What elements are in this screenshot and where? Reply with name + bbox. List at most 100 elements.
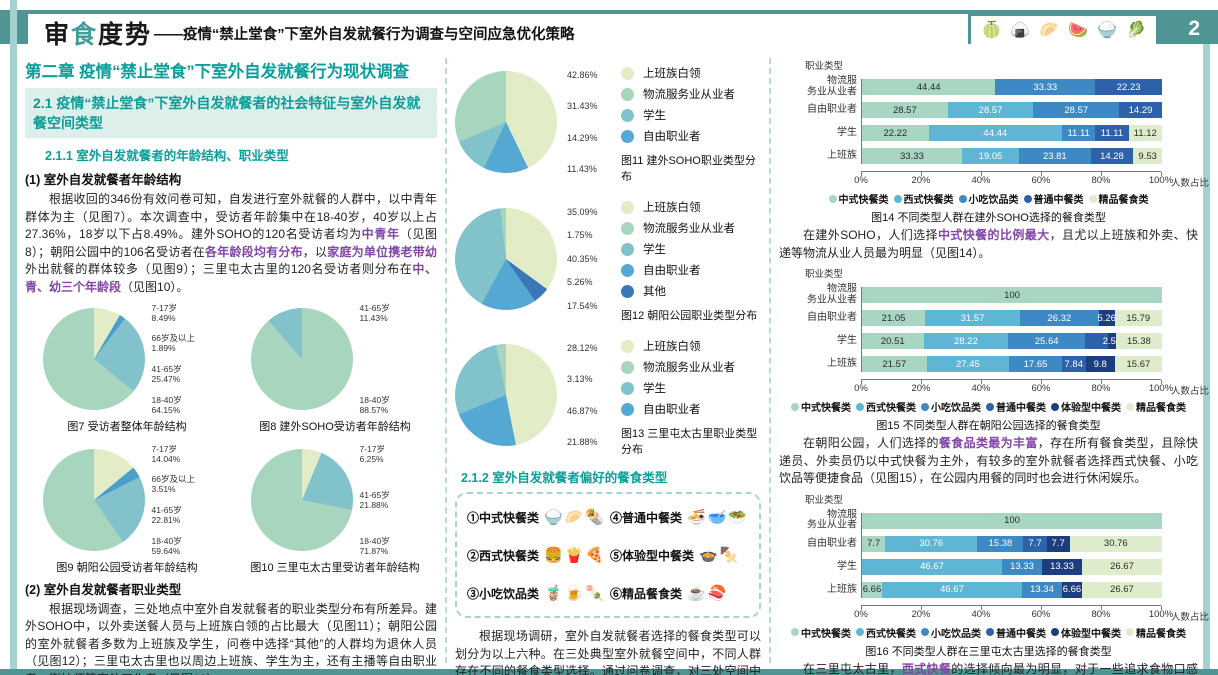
stacked-bar: 21.05 31.57 26.32 5.26 15.79: [862, 310, 1162, 327]
section-2-1-1-title: 2.1.1 室外自发就餐者的年龄结构、职业类型: [45, 149, 289, 163]
legend-dot: [1126, 402, 1134, 411]
poster-subtitle: ——疫情“禁止堂食”下室外自发就餐行为调查与空间应急优化策略: [154, 26, 575, 43]
pie-label-value: 59.64%: [151, 545, 181, 556]
legend-dot: [621, 200, 634, 214]
bar-segment: 11.11: [1061, 125, 1096, 141]
y-axis-label: 职业类型: [805, 494, 844, 506]
bar-row-label: 物流服 务业从业者: [807, 509, 857, 531]
bar-row: 上班族 6.66 46.67 13.34 6.66 26.67: [827, 581, 1162, 598]
figure-caption: 图12 朝阳公园职业类型分布: [621, 310, 758, 322]
stacked-bar: 21.57 27.45 17.65 7.84 9.8 15.67: [862, 356, 1162, 373]
bar-segment: 22.22: [862, 125, 929, 141]
bar-segment: 26.67: [1081, 558, 1162, 575]
legend-label: 学生: [643, 110, 666, 122]
part-1-title: (1) 室外自发就餐者年龄结构: [25, 173, 182, 187]
legend-dot: [791, 628, 799, 637]
figure-11: 42.86% 31.43% 14.29% 11.43% 上班族白领 物流服务业从业者 学生自…: [455, 60, 761, 184]
legend-item: 物流服务业从业者: [621, 220, 761, 236]
pie-label-value: 11.43%: [359, 312, 388, 323]
bar-segment: 21.05: [862, 310, 926, 327]
pie-percent: 28.12%: [567, 343, 598, 353]
legend-item: 上班族白领: [621, 65, 761, 81]
stacked-bar: 7.7 30.76 15.38 7.7 7.7 30.76: [862, 535, 1162, 552]
food-type-icons: 🧋🍺🍡: [544, 585, 607, 602]
bar-segment: 28.57: [1033, 102, 1120, 118]
pie-label-name: 66岁及以上: [151, 333, 195, 344]
bar-segment: 14.29: [1119, 102, 1162, 118]
pie-chart: [250, 448, 353, 551]
legend-dot: [621, 339, 634, 353]
bar-segment: 30.76: [1069, 535, 1162, 552]
bar-row: 学生 22.22 44.44 11.11 11.11 11.12: [837, 125, 1162, 141]
pie-label-name: 41-65岁: [151, 363, 182, 374]
bar-segment: 14.28: [1090, 148, 1134, 164]
stacked-bar: 33.33 19.05 23.81 14.28 9.53: [862, 148, 1162, 164]
pie-chart: [42, 448, 145, 551]
food-type-box: ①中式快餐类 🍚🥟🌯 ②西式快餐类 🍔🍟🍕 ③小吃饮品类 🧋🍺🍡 ④普通中餐类 🍜🥣🥗 ⑤体验型…: [455, 492, 761, 618]
legend-item: 自由职业者: [621, 401, 761, 417]
bar-segment: 46.67: [862, 558, 1002, 575]
legend-dot: [1126, 628, 1134, 637]
legend-label: 精品餐食类: [1136, 628, 1186, 640]
legend-dot: [621, 66, 634, 80]
figure-12: 35.09% 1.75% 40.35% 5.26% 17.54% 上班族白领 物流服务业从业…: [455, 194, 761, 323]
bar-row: 自由职业者 7.7 30.76 15.38 7.7 7.7 30.76: [807, 535, 1162, 552]
legend-label: 上班族白领: [643, 68, 701, 80]
pie-label: 41-65岁 25.47%: [152, 364, 212, 384]
bar-segment: 28.57: [947, 102, 1034, 118]
legend-dot: [621, 87, 634, 101]
legend-label: 学生: [643, 383, 666, 395]
pie-label-name: 18-40岁: [151, 535, 182, 546]
figure-caption: 图7 受访者整体年龄结构: [67, 420, 187, 433]
legend-label: 普通中餐类: [996, 628, 1046, 640]
bar-segment: 9.8: [1085, 356, 1115, 373]
food-type-name: ⑥精品餐食类: [610, 586, 683, 601]
pie-label: 18-40岁 64.15%: [152, 395, 212, 415]
legend-item: 体验型中餐类: [1051, 625, 1121, 640]
pie-chart: [250, 307, 353, 410]
stacked-bar: 22.22 44.44 11.11 11.11 11.12: [862, 125, 1162, 141]
bar-row-label: 学生: [837, 334, 857, 346]
figure-16: 职业类型物流服 务业从业者 100 自由职业者 7.7 30.76 15.38 7.7 7.7…: [779, 492, 1209, 659]
figure-caption: 图10 三里屯太古里受访者年龄结构: [250, 561, 420, 574]
food-type-name: ⑤体验型中餐类: [610, 548, 695, 563]
pie-label: 66岁及以上 1.89%: [152, 333, 212, 353]
legend-label: 上班族白领: [643, 202, 701, 214]
legend-item: 精品餐食类: [1088, 191, 1149, 206]
occupation-paragraph: 根据现场调查，三处地点中室外自发就餐者的职业类型分布有所差异。建外SOHO中，以…: [25, 601, 437, 675]
legend-item: 其他: [621, 283, 761, 299]
food-type-name: ④普通中餐类: [610, 510, 683, 525]
pie-label-name: 18-40岁: [359, 535, 390, 546]
bar-segment: [1085, 333, 1109, 350]
food-type-paragraph: 根据现场调研，室外自发就餐者选择的餐食类型可以划分为以上六种。在三处典型室外就餐…: [455, 628, 761, 675]
legend-dot: [791, 402, 799, 411]
axis-tick-label: 80%: [1091, 383, 1111, 395]
legend-label: 物流服务业从业者: [643, 362, 735, 374]
bar-row-label: 上班族: [827, 357, 857, 369]
pie-labels: 7-17岁 6.25% 41-65岁 21.88% 18-40岁 71.87%: [360, 444, 420, 556]
pie-label-value: 3.51%: [151, 484, 176, 495]
pie-chart: [455, 344, 557, 446]
legend-dot: [856, 628, 864, 637]
pie-label-value: 22.81%: [151, 514, 181, 525]
food-type-icons: ☕🍣: [687, 585, 729, 602]
stacked-bar: 46.67 13.33 13.33 26.67: [862, 558, 1162, 575]
text-run: ，存在所有餐食类型，且除快递员、外卖员仍以中式快餐为主外，有较多的室外就餐者选择…: [779, 436, 1198, 486]
pie-label: 41-65岁 21.88%: [360, 490, 420, 510]
bar-segment: 23.81: [1019, 148, 1091, 164]
legend-item: 精品餐食类: [1126, 625, 1186, 640]
pie-percent: 21.88%: [567, 436, 598, 447]
legend-dot: [621, 129, 634, 143]
column-right: 职业类型 物流服 务业从业者 44.44 33.33 22.23 自由职业者 28.57 28…: [779, 58, 1209, 675]
bar-segment: 20.51: [862, 333, 924, 350]
bar-segment: 5.26: [1097, 310, 1116, 327]
highlighted-text: 中、青、幼三个年龄段: [25, 262, 437, 294]
bar-row: 物流服 务业从业者 100: [807, 510, 1162, 531]
bar-row-label: 物流服 务业从业者: [807, 75, 857, 97]
legend-dot: [828, 194, 837, 203]
food-type-item: ④普通中餐类 🍜🥣🥗: [610, 508, 753, 526]
legend-dot: [621, 402, 634, 416]
bar-segment: 13.33: [1041, 558, 1082, 575]
pie-label: 41-65岁 22.81%: [152, 505, 212, 525]
bar-row-label: 上班族: [827, 583, 857, 595]
